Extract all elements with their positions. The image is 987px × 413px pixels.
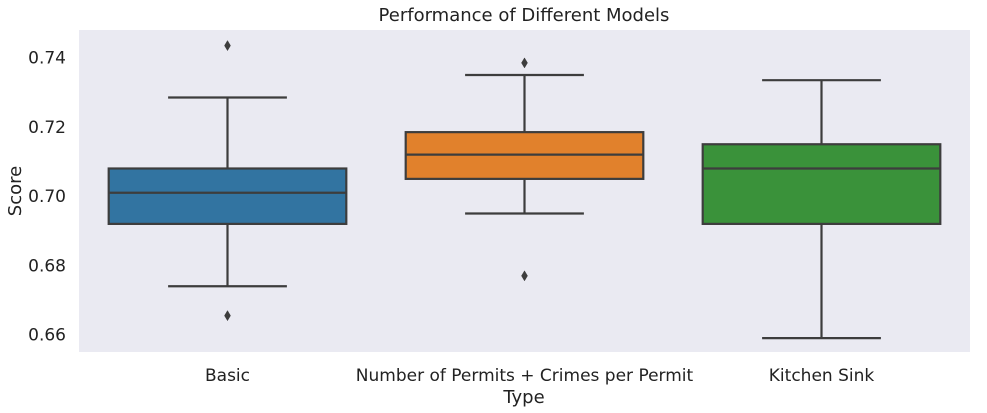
y-tick-label: 0.70 [28, 187, 66, 207]
chart-title: Performance of Different Models [379, 5, 670, 26]
box-group [107, 40, 348, 322]
outlier-point [521, 270, 528, 282]
y-tick-label: 0.74 [28, 49, 66, 69]
y-tick-label: 0.68 [28, 256, 66, 276]
y-axis-label: Score [5, 166, 26, 216]
x-axis-label: Type [502, 387, 544, 408]
y-tick-label: 0.72 [28, 118, 66, 138]
x-tick-label: Basic [205, 366, 250, 386]
iqr-box [107, 167, 348, 225]
box-group [404, 57, 645, 282]
iqr-box [701, 143, 942, 225]
x-tick-label: Number of Permits + Crimes per Permit [356, 366, 694, 386]
y-tick-label: 0.66 [28, 326, 66, 346]
outlier-point [224, 40, 231, 52]
x-tick-label: Kitchen Sink [769, 366, 875, 386]
outlier-point [224, 310, 231, 322]
outlier-point [521, 57, 528, 69]
box-group [701, 79, 942, 340]
